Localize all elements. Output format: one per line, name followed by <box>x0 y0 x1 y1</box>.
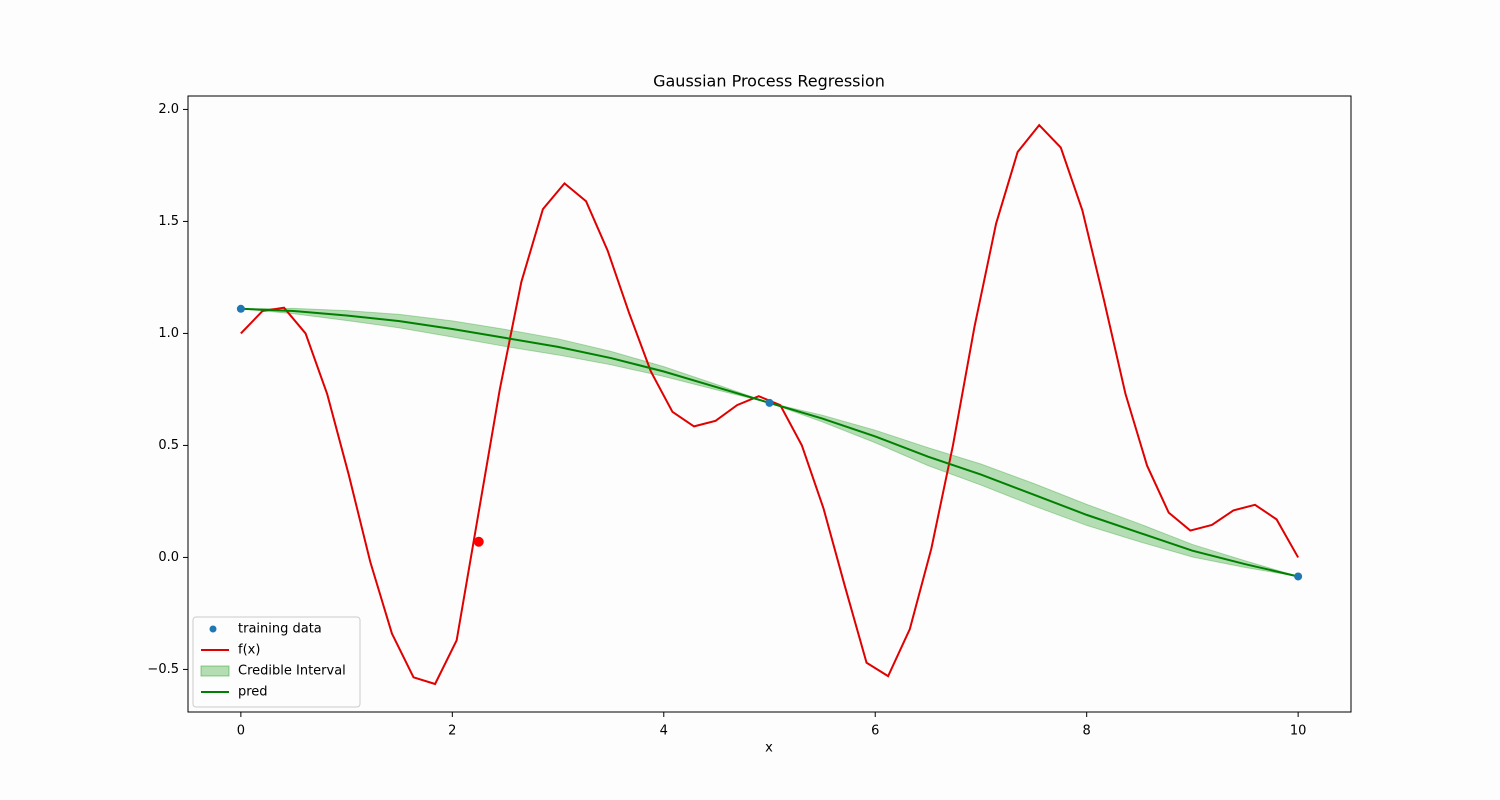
data-point <box>236 304 245 313</box>
x-tick-label: 6 <box>871 724 879 739</box>
y-tick-label: 2.0 <box>158 102 179 117</box>
legend-box <box>192 616 361 708</box>
x-tick-label: 8 <box>1083 724 1091 739</box>
y-tick-label: 0.0 <box>158 550 179 565</box>
legend-label: pred <box>238 685 268 700</box>
y-tick-label: 1.5 <box>158 214 179 229</box>
x-tick-label: 10 <box>1290 724 1307 739</box>
highlight-point <box>473 536 484 547</box>
x-tick-label: 4 <box>660 724 668 739</box>
x-tick-label: 0 <box>237 724 245 739</box>
legend-swatch <box>200 665 230 677</box>
legend-label: training data <box>238 622 322 637</box>
legend-label: Credible Interval <box>238 664 346 679</box>
x-tick-label: 2 <box>448 724 456 739</box>
data-point <box>1294 572 1303 581</box>
y-tick-label: 0.5 <box>158 438 179 453</box>
x-axis-label: x <box>765 741 773 756</box>
data-point <box>765 398 774 407</box>
legend: training data f(x) Credible Interval pred <box>192 616 361 708</box>
legend-label: f(x) <box>238 643 260 658</box>
axes-frame <box>187 95 1352 713</box>
y-tick-label: 1.0 <box>158 326 179 341</box>
chart-title: Gaussian Process Regression <box>653 72 885 91</box>
legend-marker <box>209 625 217 633</box>
y-tick-label: −0.5 <box>147 662 179 677</box>
